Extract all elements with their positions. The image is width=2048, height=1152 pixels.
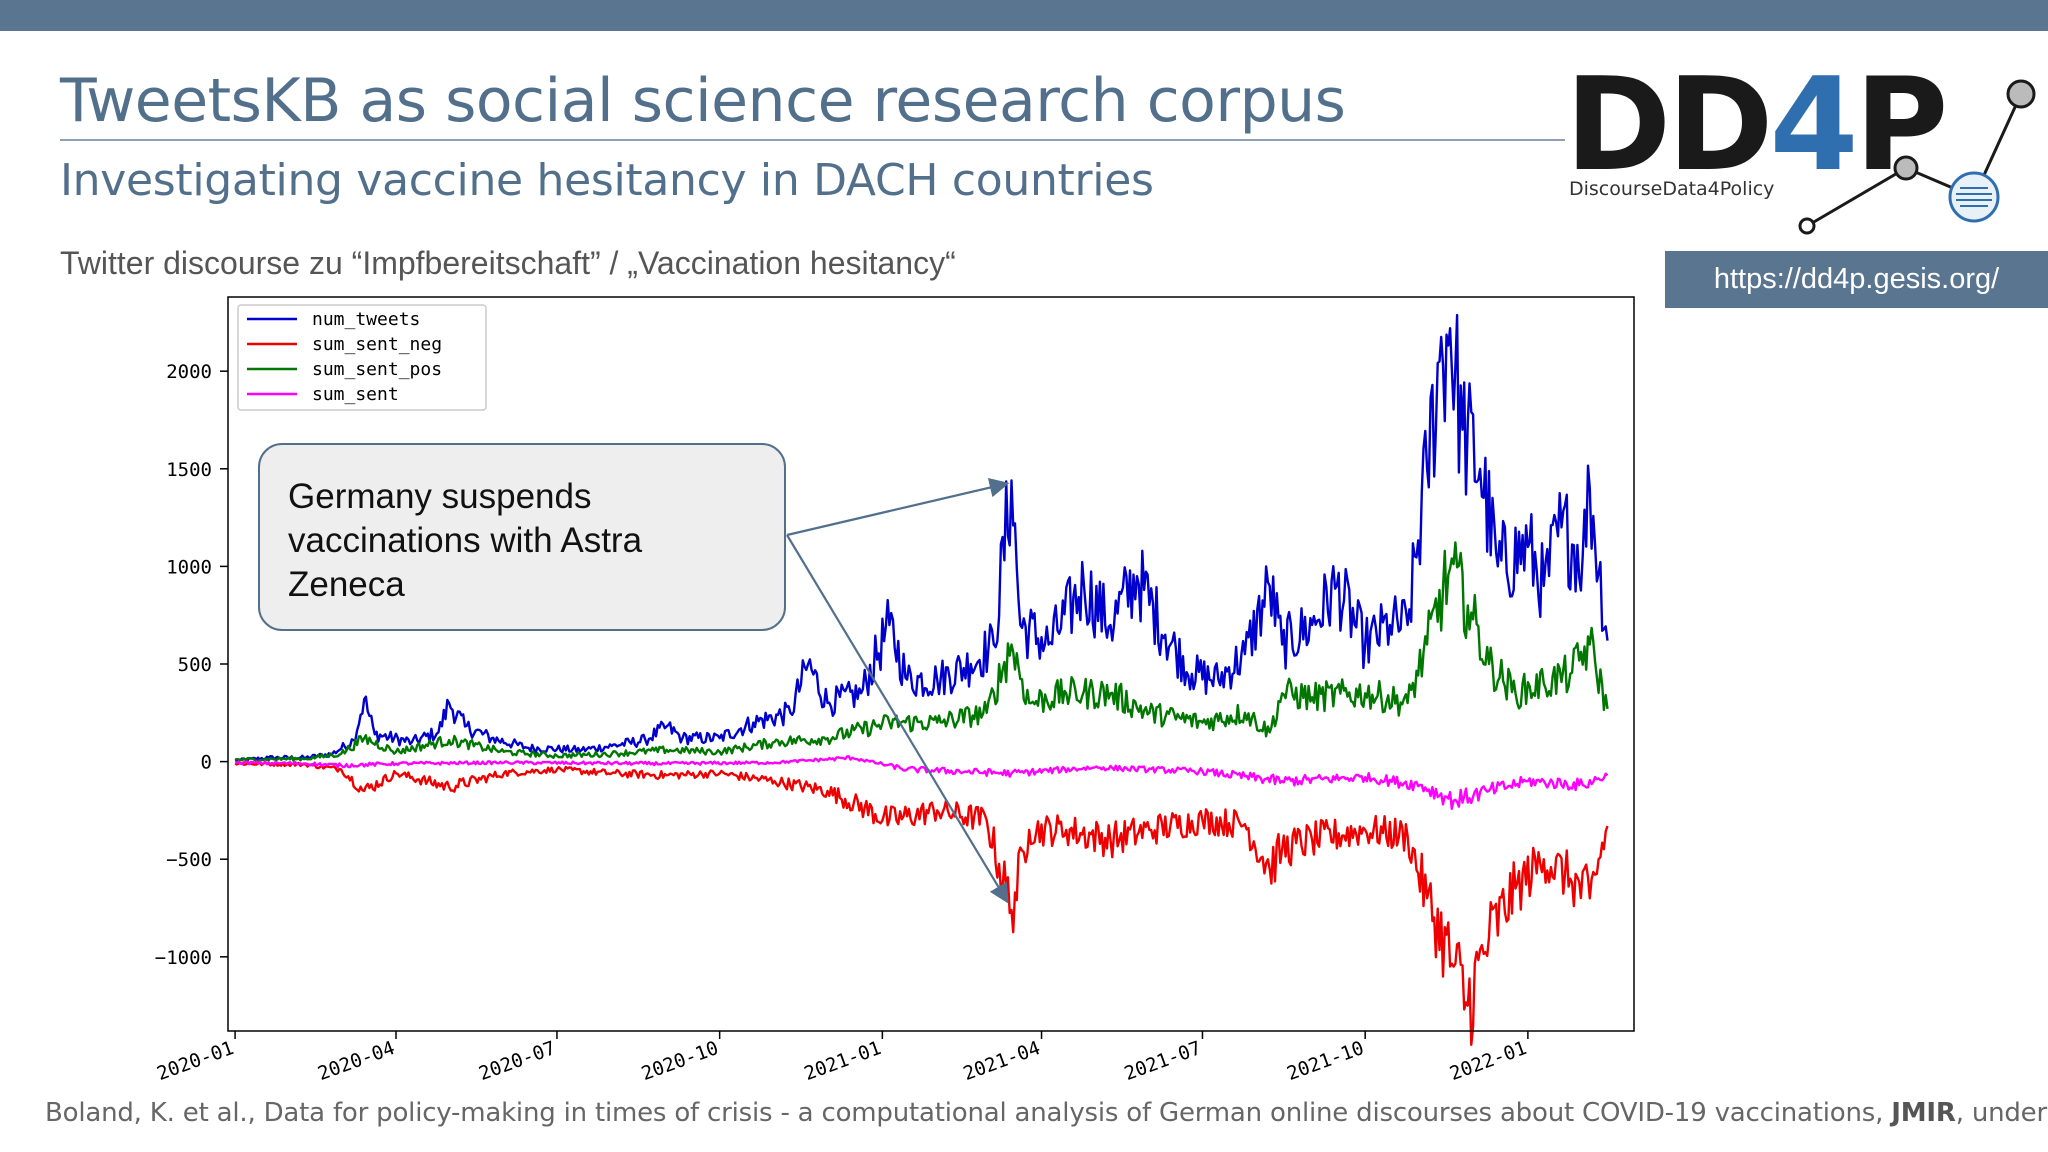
series-line-sum_sent_neg xyxy=(234,761,1609,1046)
series-line-sum_sent_pos xyxy=(234,541,1609,763)
y-tick-label: 0 xyxy=(201,752,212,774)
page-title: TweetsKB as social science research corp… xyxy=(60,66,1346,136)
x-tick-label: 2020-04 xyxy=(315,1037,398,1085)
dd4p-logo: DD4P DiscourseData4Policy xyxy=(1565,62,2048,240)
logo-wordmark: DD4P xyxy=(1565,62,1948,190)
legend-box xyxy=(237,304,487,411)
logo-text-4: 4 xyxy=(1769,51,1859,200)
title-divider xyxy=(60,139,1565,141)
x-tick-label: 2020-10 xyxy=(639,1037,722,1085)
y-tick-label: −1000 xyxy=(155,947,212,969)
citation-journal: JMIR xyxy=(1891,1098,1956,1128)
y-tick-label: −500 xyxy=(166,849,212,871)
series-line-num_tweets xyxy=(234,313,1609,763)
header-bar xyxy=(0,0,2048,31)
legend-label: sum_sent_neg xyxy=(312,334,442,355)
logo-text-dd: DD xyxy=(1565,51,1773,200)
project-url[interactable]: https://dd4p.gesis.org/ xyxy=(1665,251,2048,308)
x-tick-label: 2021-01 xyxy=(801,1037,884,1085)
logo-tagline: DiscourseData4Policy xyxy=(1569,178,1775,200)
x-tick-label: 2021-10 xyxy=(1284,1037,1367,1085)
series-line-sum_sent xyxy=(234,755,1609,810)
y-tick-label: 2000 xyxy=(166,361,212,383)
page-subtitle: Investigating vaccine hesitancy in DACH … xyxy=(60,155,1154,206)
citation-status: , under review xyxy=(1955,1098,2048,1128)
chart-intro: Twitter discourse zu “Impfbereitschaft” … xyxy=(60,245,956,281)
citation: Boland, K. et al., Data for policy-makin… xyxy=(45,1098,2048,1128)
x-tick-label: 2020-01 xyxy=(154,1037,237,1085)
network-nodes-icon xyxy=(1798,79,2036,235)
x-tick-label: 2021-04 xyxy=(960,1037,1043,1085)
citation-authors: Boland, K. et al., Data for policy-makin… xyxy=(45,1098,1892,1128)
y-tick-label: 1500 xyxy=(166,459,212,481)
sentiment-line-chart: −1000 −500 0 500 1000 1500 2000 2020-01 2020-04… xyxy=(154,296,1635,1085)
legend-label: sum_sent_pos xyxy=(312,359,442,380)
annotation-arrow xyxy=(786,477,1010,537)
legend-label: num_tweets xyxy=(312,309,420,330)
annotation-callout: Germany suspends vaccinations with Astra… xyxy=(258,443,786,631)
y-tick-label: 500 xyxy=(178,654,212,676)
legend-label: sum_sent xyxy=(312,384,399,405)
x-tick-label: 2021-07 xyxy=(1121,1037,1204,1085)
annotation-arrow xyxy=(786,534,1009,904)
x-tick-label: 2022-01 xyxy=(1447,1037,1530,1085)
x-tick-label: 2020-07 xyxy=(476,1037,559,1085)
y-tick-label: 1000 xyxy=(166,556,212,578)
